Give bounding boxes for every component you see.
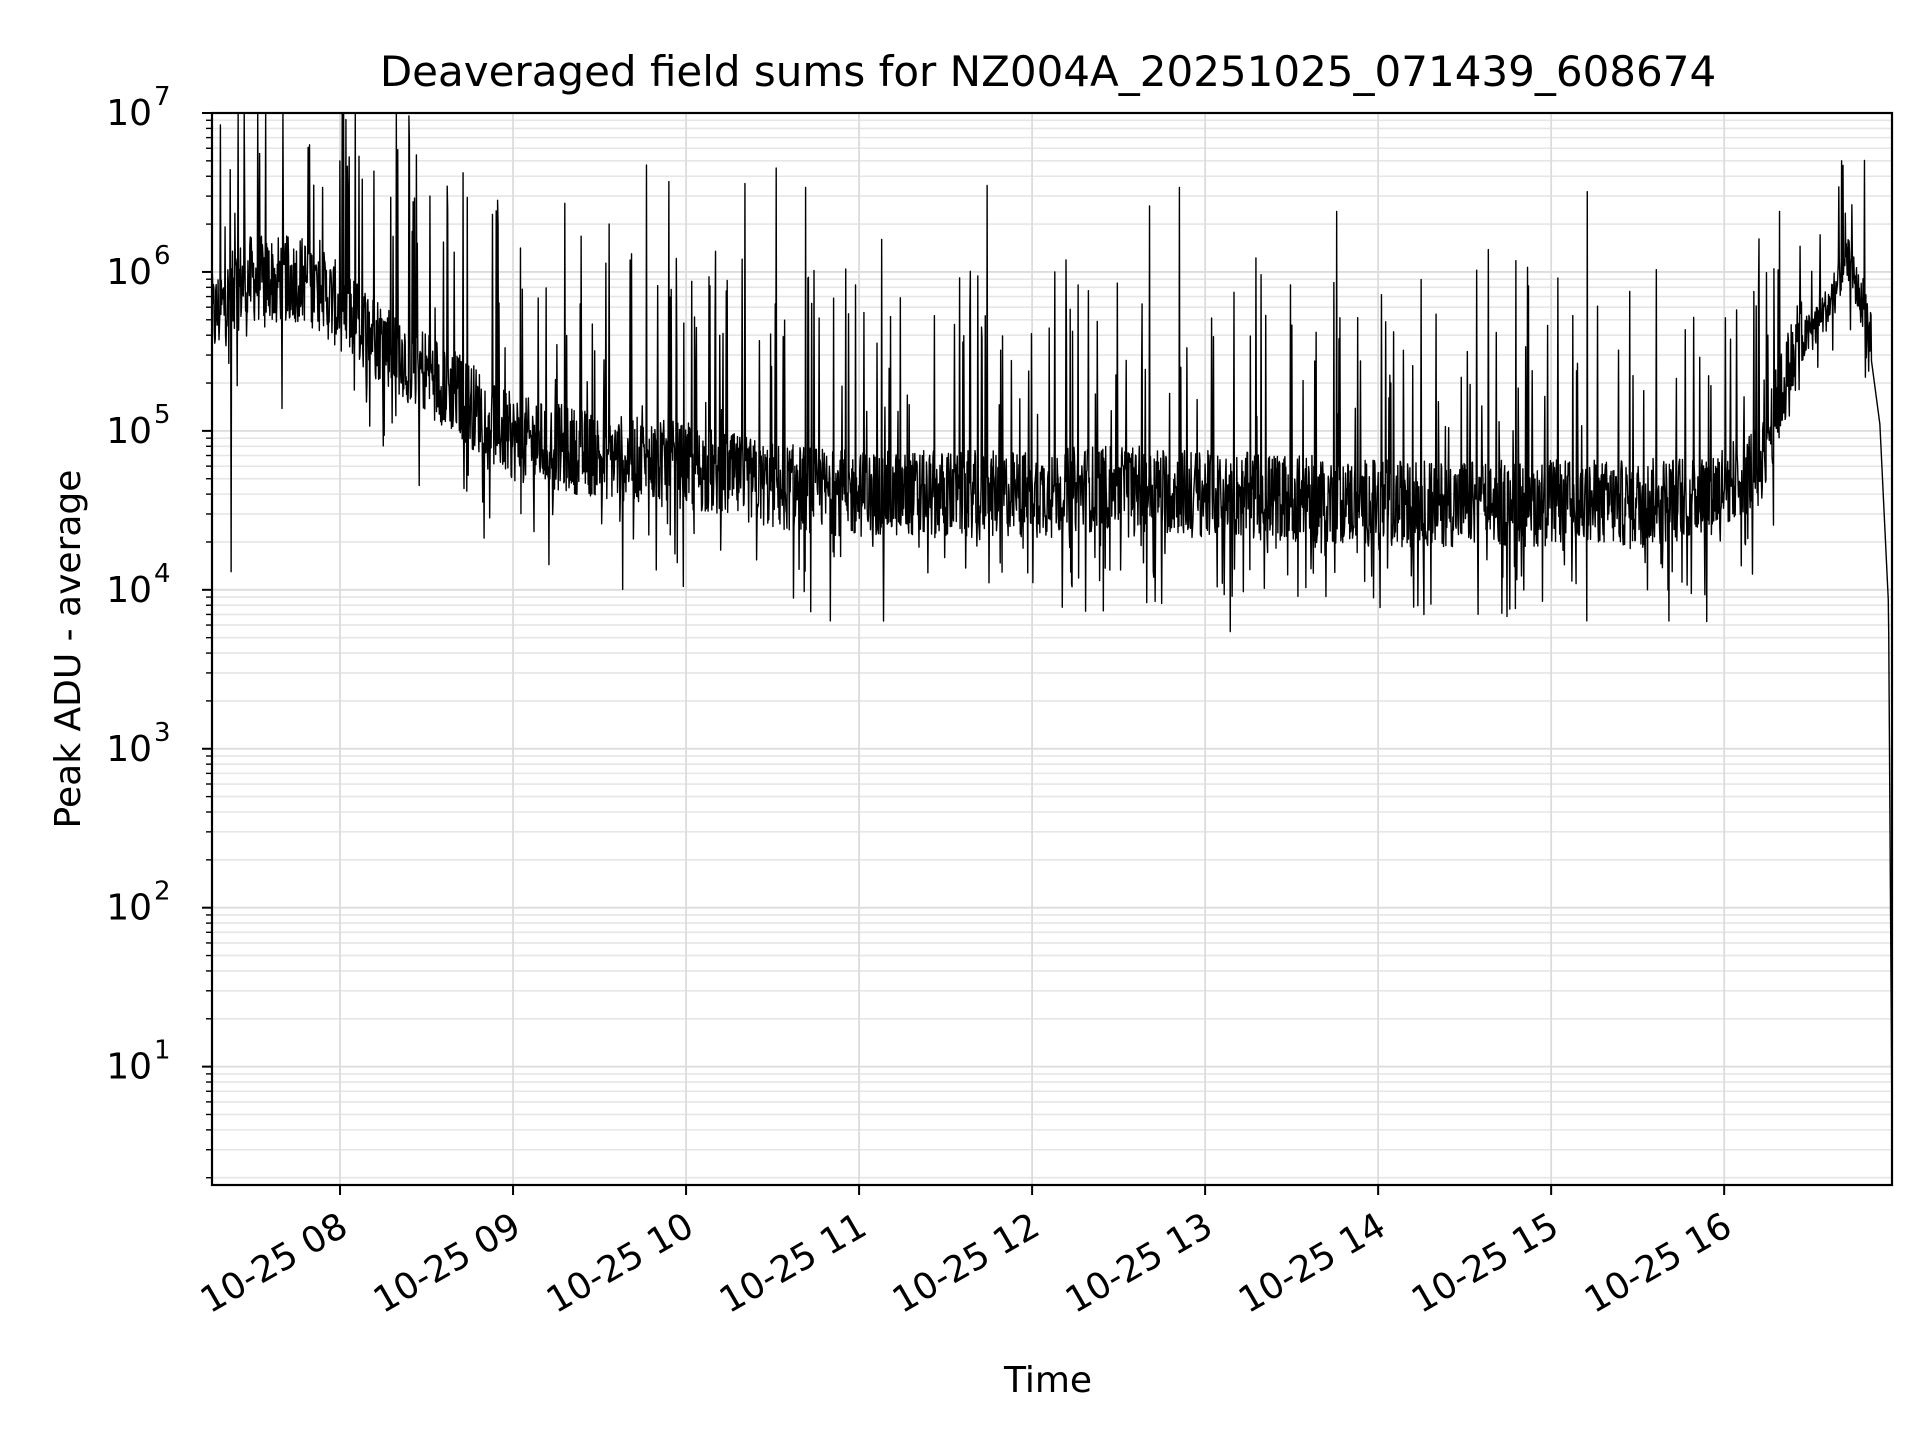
- series-line: [211, 112, 1893, 1130]
- x-axis-label: Time: [1003, 1360, 1092, 1401]
- y-tick-exponent: 6: [154, 241, 171, 271]
- y-tick-exponent: 5: [154, 400, 171, 430]
- y-tick-exponent: 2: [154, 877, 171, 907]
- y-tick-label: 10: [106, 570, 152, 611]
- grid: [212, 112, 1892, 1185]
- y-tick-label: 10: [106, 1047, 152, 1088]
- y-tick-exponent: 7: [154, 82, 171, 112]
- y-tick-label: 10: [106, 888, 152, 929]
- y-tick-label: 10: [106, 252, 152, 293]
- y-tick-exponent: 4: [154, 559, 171, 589]
- y-tick-exponent: 3: [154, 718, 171, 748]
- plot-frame: [210, 111, 1894, 1187]
- chart-title: Deaveraged field sums for NZ004A_2025102…: [380, 47, 1716, 96]
- y-tick-label: 10: [106, 93, 152, 134]
- y-tick-exponent: 1: [154, 1036, 171, 1066]
- y-tick-label: 10: [106, 729, 152, 770]
- y-tick-label: 10: [106, 411, 152, 452]
- series-group: [211, 112, 1893, 1130]
- y-axis-label: Peak ADU - average: [48, 470, 89, 829]
